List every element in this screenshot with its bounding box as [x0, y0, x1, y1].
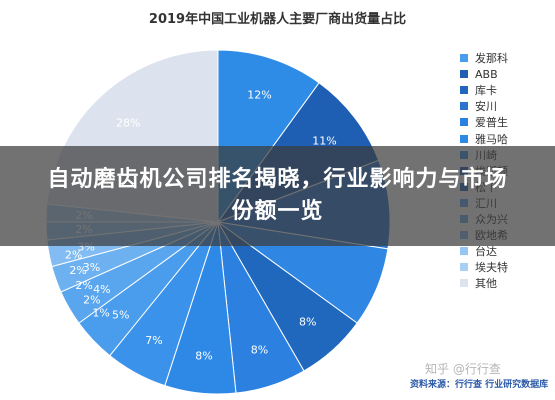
legend-swatch: [460, 134, 468, 143]
slice-label-small: 2%: [75, 279, 92, 292]
legend-label: 库卡: [475, 84, 497, 98]
legend-label: 安川: [475, 100, 497, 114]
legend-swatch: [460, 247, 468, 256]
legend-item: 台达: [460, 243, 555, 259]
legend-label: 雅马哈: [475, 132, 508, 146]
slice-label: 8%: [251, 344, 268, 357]
legend-swatch: [460, 70, 468, 79]
slice-label: 28%: [116, 116, 140, 129]
legend-label: 发那科: [475, 52, 508, 66]
legend-item: 安川: [460, 98, 555, 114]
legend-label: 其他: [475, 277, 497, 291]
legend-item: 雅马哈: [460, 130, 555, 146]
slice-label: 12%: [247, 88, 271, 101]
slice-label-small: 2%: [65, 248, 82, 261]
legend-item: 爱普生: [460, 114, 555, 130]
slice-label: 4%: [93, 283, 110, 296]
legend-label: ABB: [475, 67, 498, 81]
legend-item: 发那科: [460, 50, 555, 66]
legend-swatch: [460, 263, 468, 272]
slice-label: 8%: [299, 316, 316, 329]
chart-title: 2019年中国工业机器人主要厂商出货量占比: [148, 12, 407, 27]
legend-swatch: [460, 279, 468, 288]
legend-item: ABB: [460, 66, 555, 82]
legend-item: 埃夫特: [460, 259, 555, 275]
slice-label: 11%: [312, 134, 336, 147]
slice-label-small: 2%: [69, 264, 86, 277]
legend-swatch: [460, 118, 468, 127]
headline-banner: 自动磨齿机公司排名揭晓，行业影响力与市场份额一览: [0, 146, 555, 246]
slice-label: 7%: [145, 334, 162, 347]
legend-swatch: [460, 86, 468, 95]
legend-swatch: [460, 102, 468, 111]
legend-item: 库卡: [460, 82, 555, 98]
slice-label-small: 2%: [83, 293, 100, 306]
watermark: 知乎 @行行查: [425, 362, 501, 376]
slice-label-small: 1%: [92, 307, 109, 320]
legend-label: 台达: [475, 245, 497, 259]
legend-label: 爱普生: [475, 116, 508, 130]
slice-label: 5%: [112, 308, 129, 321]
legend-label: 埃夫特: [475, 261, 508, 275]
slice-label: 8%: [195, 349, 212, 362]
source-note: 资料来源：行行查 行业研究数据库: [410, 380, 549, 390]
headline-text: 自动磨齿机公司排名揭晓，行业影响力与市场份额一览: [47, 167, 508, 224]
legend-item: 其他: [460, 275, 555, 291]
legend-swatch: [460, 54, 468, 63]
slice-label: 3%: [83, 261, 100, 274]
